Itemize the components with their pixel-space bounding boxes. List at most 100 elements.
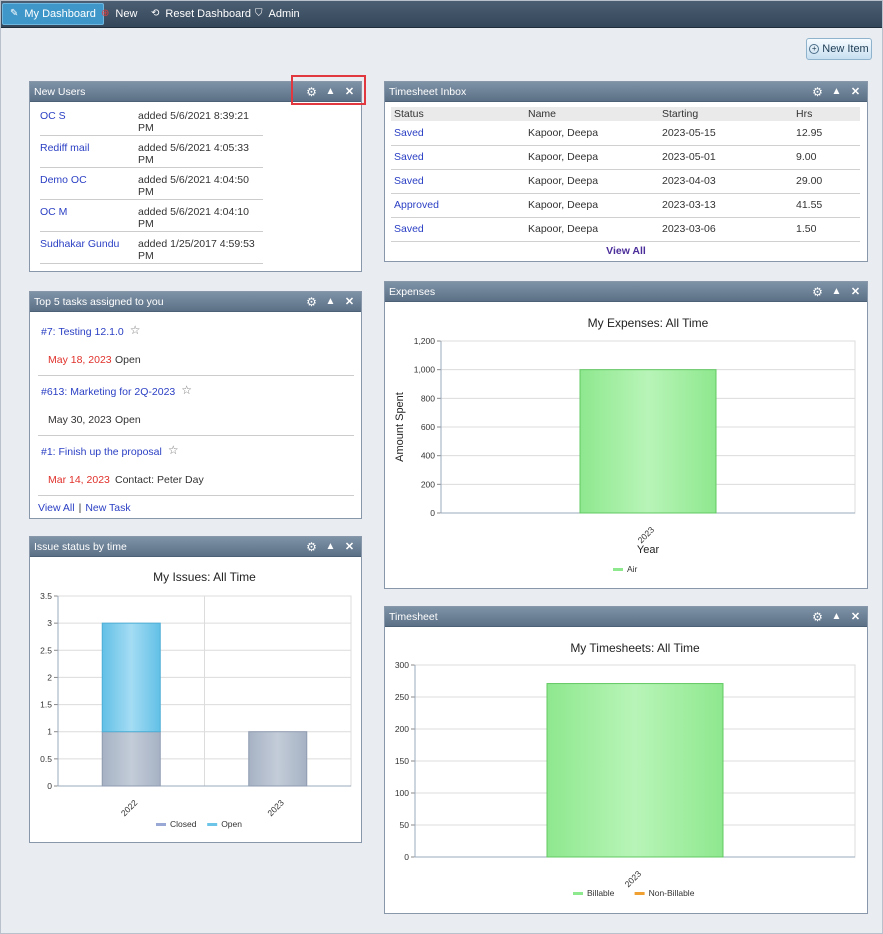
task-date: May 18, 2023 (48, 354, 112, 366)
panel-title: Timesheet (389, 610, 438, 623)
status-cell[interactable]: Approved (391, 193, 525, 218)
collapse-icon[interactable]: ▲ (325, 296, 336, 307)
star-icon[interactable]: ☆ (129, 323, 141, 337)
hrs-cell: 29.00 (793, 169, 860, 194)
plus-circle-icon: ⊕ (101, 8, 110, 19)
star-icon[interactable]: ☆ (167, 443, 179, 457)
gear-icon[interactable]: ⚙ (812, 85, 823, 99)
task-date: Mar 14, 2023 (48, 474, 110, 486)
table-row[interactable]: Saved Kapoor, Deepa 2023-05-15 12.95 (391, 121, 860, 146)
user-row: Rediff mail added 5/6/2021 4:05:33 PM (40, 136, 263, 168)
bar (101, 622, 161, 733)
legend-swatch (156, 823, 166, 826)
collapse-icon[interactable]: ▲ (831, 86, 842, 97)
x-tick-label: 2023 (265, 797, 286, 818)
y-tick-label: 250 (395, 692, 409, 702)
gear-icon[interactable]: ⚙ (306, 295, 317, 309)
panel-title: Issue status by time (34, 540, 127, 553)
hrs-cell: 41.55 (793, 193, 860, 218)
task-item: #1: Finish up the proposal ☆ Mar 14, 2023… (38, 436, 354, 496)
y-tick-label: 800 (421, 393, 435, 403)
nav-reset-dashboard[interactable]: ⟲ Reset Dashboard (144, 3, 258, 25)
legend-label: Closed (170, 819, 197, 829)
close-icon[interactable]: ✕ (344, 295, 355, 308)
legend-swatch (207, 823, 218, 826)
column-header[interactable]: Starting (659, 107, 793, 121)
panel-title: Timesheet Inbox (389, 85, 467, 98)
y-tick-label: 1,200 (414, 336, 436, 346)
table-row[interactable]: Saved Kapoor, Deepa 2023-03-06 1.50 (391, 217, 860, 242)
user-link[interactable]: Demo OC (40, 174, 87, 186)
bar (101, 731, 161, 787)
user-link[interactable]: OC S (40, 110, 66, 122)
star-icon[interactable]: ☆ (181, 383, 193, 397)
nav-new[interactable]: ⊕ New (94, 3, 144, 25)
task-link[interactable]: #1: Finish up the proposal ☆ (41, 443, 179, 458)
collapse-icon[interactable]: ▲ (325, 541, 336, 552)
issue-status-panel: Issue status by time ⚙ ▲ ✕ My Issues: Al… (29, 536, 362, 843)
y-axis-title: Amount Spent (394, 392, 406, 462)
legend-swatch (573, 892, 583, 895)
task-link[interactable]: #7: Testing 12.1.0 ☆ (41, 323, 141, 338)
column-header[interactable]: Name (525, 107, 659, 121)
issue-status-header[interactable]: Issue status by time ⚙ ▲ ✕ (30, 537, 361, 557)
expenses-panel: Expenses ⚙ ▲ ✕ My Expenses: All Time 0 200… (384, 281, 868, 589)
panel-title: Top 5 tasks assigned to you (34, 295, 164, 308)
table-header-row: Status Name Starting Hrs (391, 107, 860, 121)
nav-my-dashboard[interactable]: ✎ My Dashboard (2, 3, 104, 25)
expenses-header[interactable]: Expenses ⚙ ▲ ✕ (385, 282, 867, 302)
close-icon[interactable]: ✕ (850, 285, 861, 298)
gear-icon[interactable]: ⚙ (306, 85, 317, 99)
name-cell: Kapoor, Deepa (525, 145, 659, 170)
status-cell[interactable]: Saved (391, 121, 525, 146)
view-all-tasks-link[interactable]: View All (38, 502, 75, 514)
nav-admin[interactable]: ⛉ Admin (248, 3, 307, 25)
close-icon[interactable]: ✕ (850, 610, 861, 623)
new-task-link[interactable]: New Task (85, 502, 131, 514)
column-header[interactable]: Hrs (793, 107, 860, 121)
bar (579, 369, 717, 514)
status-cell[interactable]: Saved (391, 145, 525, 170)
task-item: #7: Testing 12.1.0 ☆ May 18, 2023 Open (38, 316, 354, 376)
close-icon[interactable]: ✕ (344, 85, 355, 98)
plus-circle-icon: + (809, 44, 820, 54)
task-link[interactable]: #613: Marketing for 2Q-2023 ☆ (41, 383, 193, 398)
x-tick-label: 2023 (623, 868, 644, 889)
gear-icon[interactable]: ⚙ (306, 540, 317, 554)
close-icon[interactable]: ✕ (850, 85, 861, 98)
collapse-icon[interactable]: ▲ (325, 86, 336, 97)
user-row: Sudhakar Gundu added 1/25/2017 4:59:53 P… (40, 232, 263, 264)
tasks-header[interactable]: Top 5 tasks assigned to you ⚙ ▲ ✕ (30, 292, 361, 312)
table-row[interactable]: Saved Kapoor, Deepa 2023-05-01 9.00 (391, 145, 860, 170)
task-title[interactable]: #613: Marketing for 2Q-2023 (41, 386, 176, 398)
legend-label: Billable (587, 888, 615, 898)
status-cell[interactable]: Saved (391, 217, 525, 242)
table-row[interactable]: Approved Kapoor, Deepa 2023-03-13 41.55 (391, 193, 860, 218)
bar (546, 683, 724, 858)
legend-label: Open (221, 819, 242, 829)
timesheet-header[interactable]: Timesheet ⚙ ▲ ✕ (385, 607, 867, 627)
new-item-button[interactable]: + New Item (806, 38, 872, 60)
user-link[interactable]: Sudhakar Gundu (40, 238, 120, 250)
status-cell[interactable]: Saved (391, 169, 525, 194)
nav-reset-dashboard-label: Reset Dashboard (165, 8, 251, 20)
column-header[interactable]: Status (391, 107, 525, 121)
close-icon[interactable]: ✕ (344, 540, 355, 553)
view-all-timesheets-link[interactable]: View All (606, 245, 646, 257)
hrs-cell: 1.50 (793, 217, 860, 242)
y-tick-label: 0 (430, 508, 435, 518)
issues-chart: My Issues: All Time 0 0.5 1 1.5 2 2.5 3 3.5 2022 2… (40, 570, 352, 829)
nav-admin-label: Admin (268, 8, 300, 20)
gear-icon[interactable]: ⚙ (812, 285, 823, 299)
user-link[interactable]: OC M (40, 206, 68, 218)
y-tick-label: 3 (47, 618, 52, 628)
task-title[interactable]: #1: Finish up the proposal (41, 446, 162, 458)
table-row[interactable]: Saved Kapoor, Deepa 2023-04-03 29.00 (391, 169, 860, 194)
collapse-icon[interactable]: ▲ (831, 611, 842, 622)
collapse-icon[interactable]: ▲ (831, 286, 842, 297)
gear-icon[interactable]: ⚙ (812, 610, 823, 624)
user-link[interactable]: Rediff mail (40, 142, 90, 154)
task-title[interactable]: #7: Testing 12.1.0 (41, 326, 124, 338)
new-users-header[interactable]: New Users ⚙ ▲ ✕ (30, 82, 361, 102)
timesheet-inbox-header[interactable]: Timesheet Inbox ⚙ ▲ ✕ (385, 82, 867, 102)
